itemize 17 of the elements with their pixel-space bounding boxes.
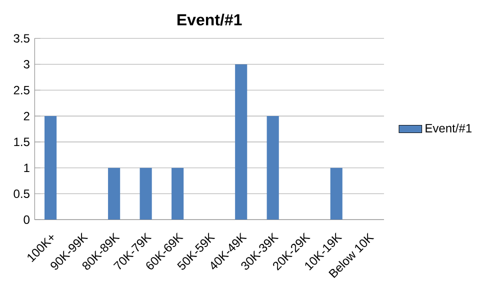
legend-label: Event/#1 (426, 124, 472, 132)
y-tick-label: 1.5 (14, 138, 30, 146)
bar (44, 116, 57, 220)
bar (330, 168, 342, 220)
y-tick-label: 0 (24, 215, 30, 224)
bar (266, 116, 279, 220)
bar (140, 168, 152, 220)
bar (235, 64, 248, 220)
bar (108, 168, 120, 220)
bar (172, 168, 184, 220)
y-tick-label: 2 (24, 112, 30, 120)
y-tick-label: 1 (24, 164, 30, 172)
y-tick-label: 3.5 (14, 34, 30, 43)
y-tick-label: 3 (24, 60, 30, 68)
y-tick-label: 2.5 (14, 86, 30, 94)
y-tick-label: 0.5 (14, 190, 30, 198)
chart-title: Event/#1 (177, 14, 242, 26)
